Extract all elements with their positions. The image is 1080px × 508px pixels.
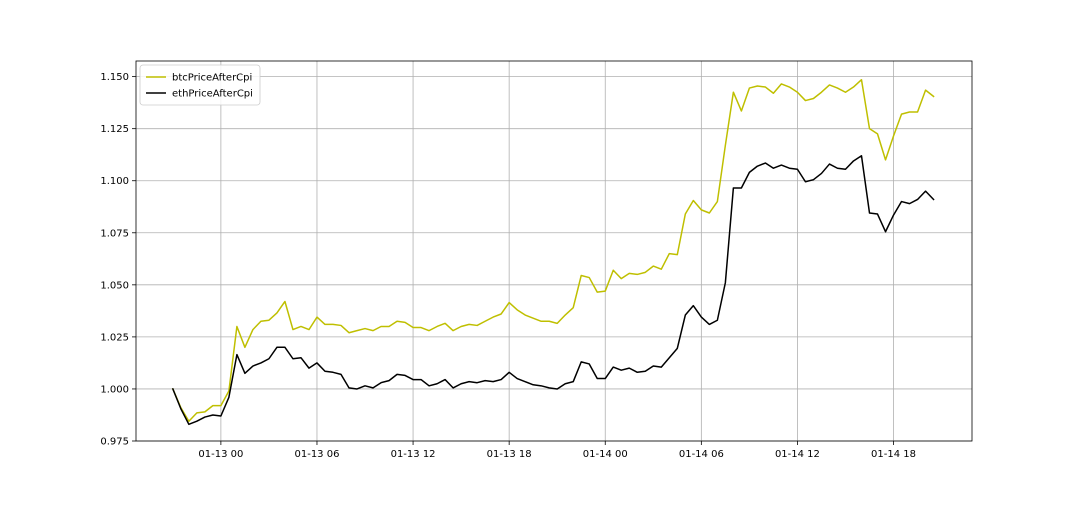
x-tick-label: 01-14 06 xyxy=(679,449,724,460)
series-line-btcPriceAfterCpi xyxy=(171,78,935,422)
y-tick-label: 1.050 xyxy=(100,280,129,291)
y-tick-label: 1.100 xyxy=(100,176,129,187)
y-tick-label: 0.975 xyxy=(100,437,129,448)
axes xyxy=(135,60,973,442)
x-tick-label: 01-14 12 xyxy=(775,449,820,460)
series-line-ethPriceAfterCpi xyxy=(171,154,935,426)
y-tick-label: 1.150 xyxy=(100,72,129,83)
y-axis-ticks: 0.975 1.000 1.025 1.050 1.075 1.100 1.125 1.150 xyxy=(100,72,136,448)
legend-box xyxy=(139,64,261,106)
legend: btcPriceAfterCpi ethPriceAfterCpi xyxy=(139,64,261,106)
x-tick-label: 01-13 12 xyxy=(391,449,436,460)
series-lines xyxy=(171,78,935,426)
x-axis-ticks: 01-13 00 01-13 06 01-13 12 01-13 18 01-14 00… xyxy=(198,441,916,460)
y-tick-label: 1.025 xyxy=(100,332,129,343)
y-tick-label: 1.000 xyxy=(100,384,129,395)
grid xyxy=(136,61,972,442)
x-tick-label: 01-14 00 xyxy=(583,449,628,460)
x-tick-label: 01-13 00 xyxy=(198,449,243,460)
legend-label-ethPriceAfterCpi: ethPriceAfterCpi xyxy=(172,89,253,100)
plot-frame xyxy=(135,60,973,442)
x-tick-label: 01-13 18 xyxy=(487,449,532,460)
y-tick-label: 1.125 xyxy=(100,124,129,135)
x-tick-label: 01-14 18 xyxy=(871,449,916,460)
legend-label-btcPriceAfterCpi: btcPriceAfterCpi xyxy=(172,73,252,84)
x-tick-label: 01-13 06 xyxy=(294,449,339,460)
y-tick-label: 1.075 xyxy=(100,228,129,239)
